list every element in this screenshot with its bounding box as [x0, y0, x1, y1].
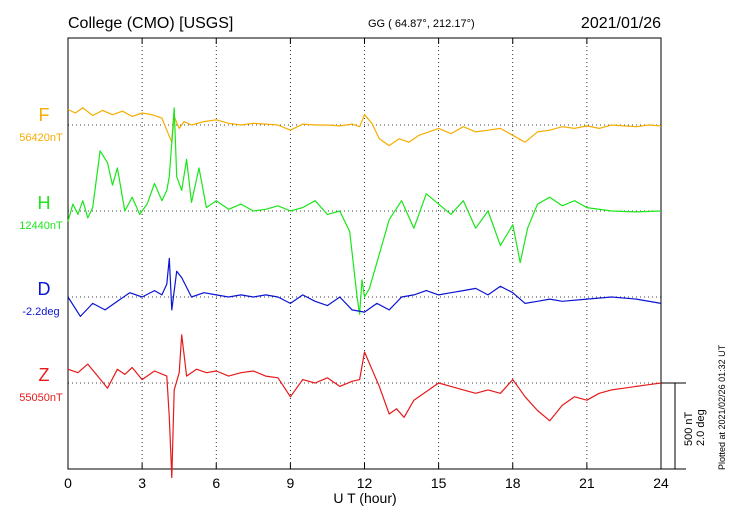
- plotted-at-label: Plotted at 2021/02/26 01:32 UT: [717, 344, 727, 470]
- grid-lines: [141, 38, 588, 469]
- series-name-z: Z: [39, 365, 50, 385]
- coordinates-label: GG ( 64.87°, 212.17°): [368, 18, 475, 30]
- series-baseline-z: 55050nT: [19, 392, 63, 404]
- series-name-f: F: [39, 105, 50, 125]
- x-axis-title: U T (hour): [333, 490, 396, 506]
- date-label: 2021/01/26: [581, 15, 661, 32]
- series-baseline-d: -2.2deg: [22, 306, 59, 318]
- series-baseline-h: 12440nT: [19, 220, 63, 232]
- x-tick-label: 21: [579, 475, 595, 491]
- x-tick-label: 9: [286, 475, 294, 491]
- series-lines: [67, 107, 662, 479]
- x-axis-ticks: 0 3 6 9 12 15 18 21 24: [64, 38, 669, 491]
- series-line-d: [67, 257, 662, 317]
- scale-nt-label: 500 nT: [683, 411, 695, 446]
- x-tick-label: 0: [64, 475, 72, 491]
- series-labels: F 56420nT H 12440nT D -2.2deg Z 55050nT: [19, 105, 63, 404]
- series-line-h: [67, 107, 662, 315]
- series-line-f: [67, 107, 662, 147]
- x-tick-label: 18: [505, 475, 521, 491]
- x-tick-label: 15: [431, 475, 447, 491]
- x-tick-label: 24: [653, 475, 669, 491]
- x-tick-label: 12: [357, 475, 373, 491]
- series-line-z: [67, 334, 662, 479]
- series-baseline-f: 56420nT: [19, 132, 63, 144]
- scale-bar: 500 nT 2.0 deg: [661, 382, 707, 470]
- series-name-h: H: [38, 193, 51, 213]
- x-tick-label: 3: [138, 475, 146, 491]
- x-tick-label: 6: [212, 475, 220, 491]
- station-title: College (CMO) [USGS]: [68, 15, 233, 32]
- scale-deg-label: 2.0 deg: [695, 409, 707, 446]
- series-name-d: D: [38, 279, 51, 299]
